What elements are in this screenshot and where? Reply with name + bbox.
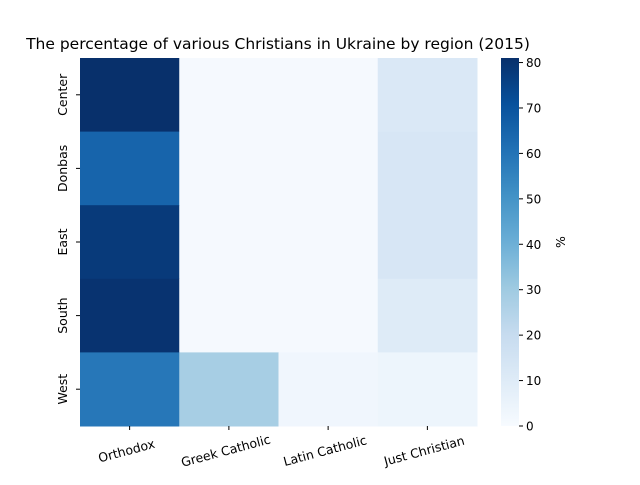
- cell-center-greek-catholic: [179, 58, 279, 133]
- cell-west-just-christian: [377, 352, 478, 427]
- row-label-south: South: [55, 297, 70, 333]
- chart-title: The percentage of various Christians in …: [25, 35, 530, 53]
- cell-west-greek-catholic: [179, 352, 279, 427]
- row-label-donbas: Donbas: [55, 145, 70, 192]
- cell-center-just-christian: [377, 58, 478, 133]
- colorbar-tick-label-20: 20: [526, 329, 541, 343]
- colorbar-tick-label-80: 80: [526, 56, 541, 70]
- colorbar-tick-label-50: 50: [526, 192, 541, 206]
- col-label-just-christian: Just Christian: [381, 433, 466, 469]
- col-label-greek-catholic: Greek Catholic: [179, 431, 272, 469]
- cell-south-just-christian: [377, 278, 478, 353]
- heatmap-cells: [80, 58, 478, 427]
- cell-south-orthodox: [80, 278, 180, 353]
- cell-east-greek-catholic: [179, 205, 279, 280]
- cell-donbas-just-christian: [377, 131, 478, 206]
- col-label-orthodox: Orthodox: [96, 436, 156, 466]
- cell-donbas-latin-catholic: [278, 131, 379, 206]
- row-tick-labels: Center Donbas East South West: [55, 73, 80, 405]
- cell-donbas-greek-catholic: [179, 131, 279, 206]
- colorbar-tick-label-40: 40: [526, 238, 541, 252]
- colorbar-tick-label-70: 70: [526, 101, 541, 115]
- cell-donbas-orthodox: [80, 131, 180, 206]
- cell-south-greek-catholic: [179, 278, 279, 353]
- colorbar: 0 10 20 30 40 50 60 70 80%: [501, 56, 568, 434]
- cell-east-just-christian: [377, 205, 478, 280]
- row-label-east: East: [55, 228, 70, 255]
- colorbar-tick-label-30: 30: [526, 283, 541, 297]
- cell-south-latin-catholic: [278, 278, 379, 353]
- cell-east-orthodox: [80, 205, 180, 280]
- cell-center-latin-catholic: [278, 58, 379, 133]
- cell-west-latin-catholic: [278, 352, 379, 427]
- column-tick-labels: Orthodox Greek Catholic Latin Catholic Just…: [96, 426, 466, 470]
- colorbar-tick-label-10: 10: [526, 374, 541, 388]
- colorbar-label: %: [553, 236, 568, 248]
- cell-center-orthodox: [80, 58, 180, 133]
- colorbar-tick-label-0: 0: [526, 420, 534, 434]
- colorbar-gradient: [501, 58, 519, 426]
- cell-east-latin-catholic: [278, 205, 379, 280]
- row-label-west: West: [55, 374, 70, 405]
- row-label-center: Center: [55, 73, 70, 116]
- cell-west-orthodox: [80, 352, 180, 427]
- colorbar-tick-label-60: 60: [526, 147, 541, 161]
- col-label-latin-catholic: Latin Catholic: [282, 432, 369, 469]
